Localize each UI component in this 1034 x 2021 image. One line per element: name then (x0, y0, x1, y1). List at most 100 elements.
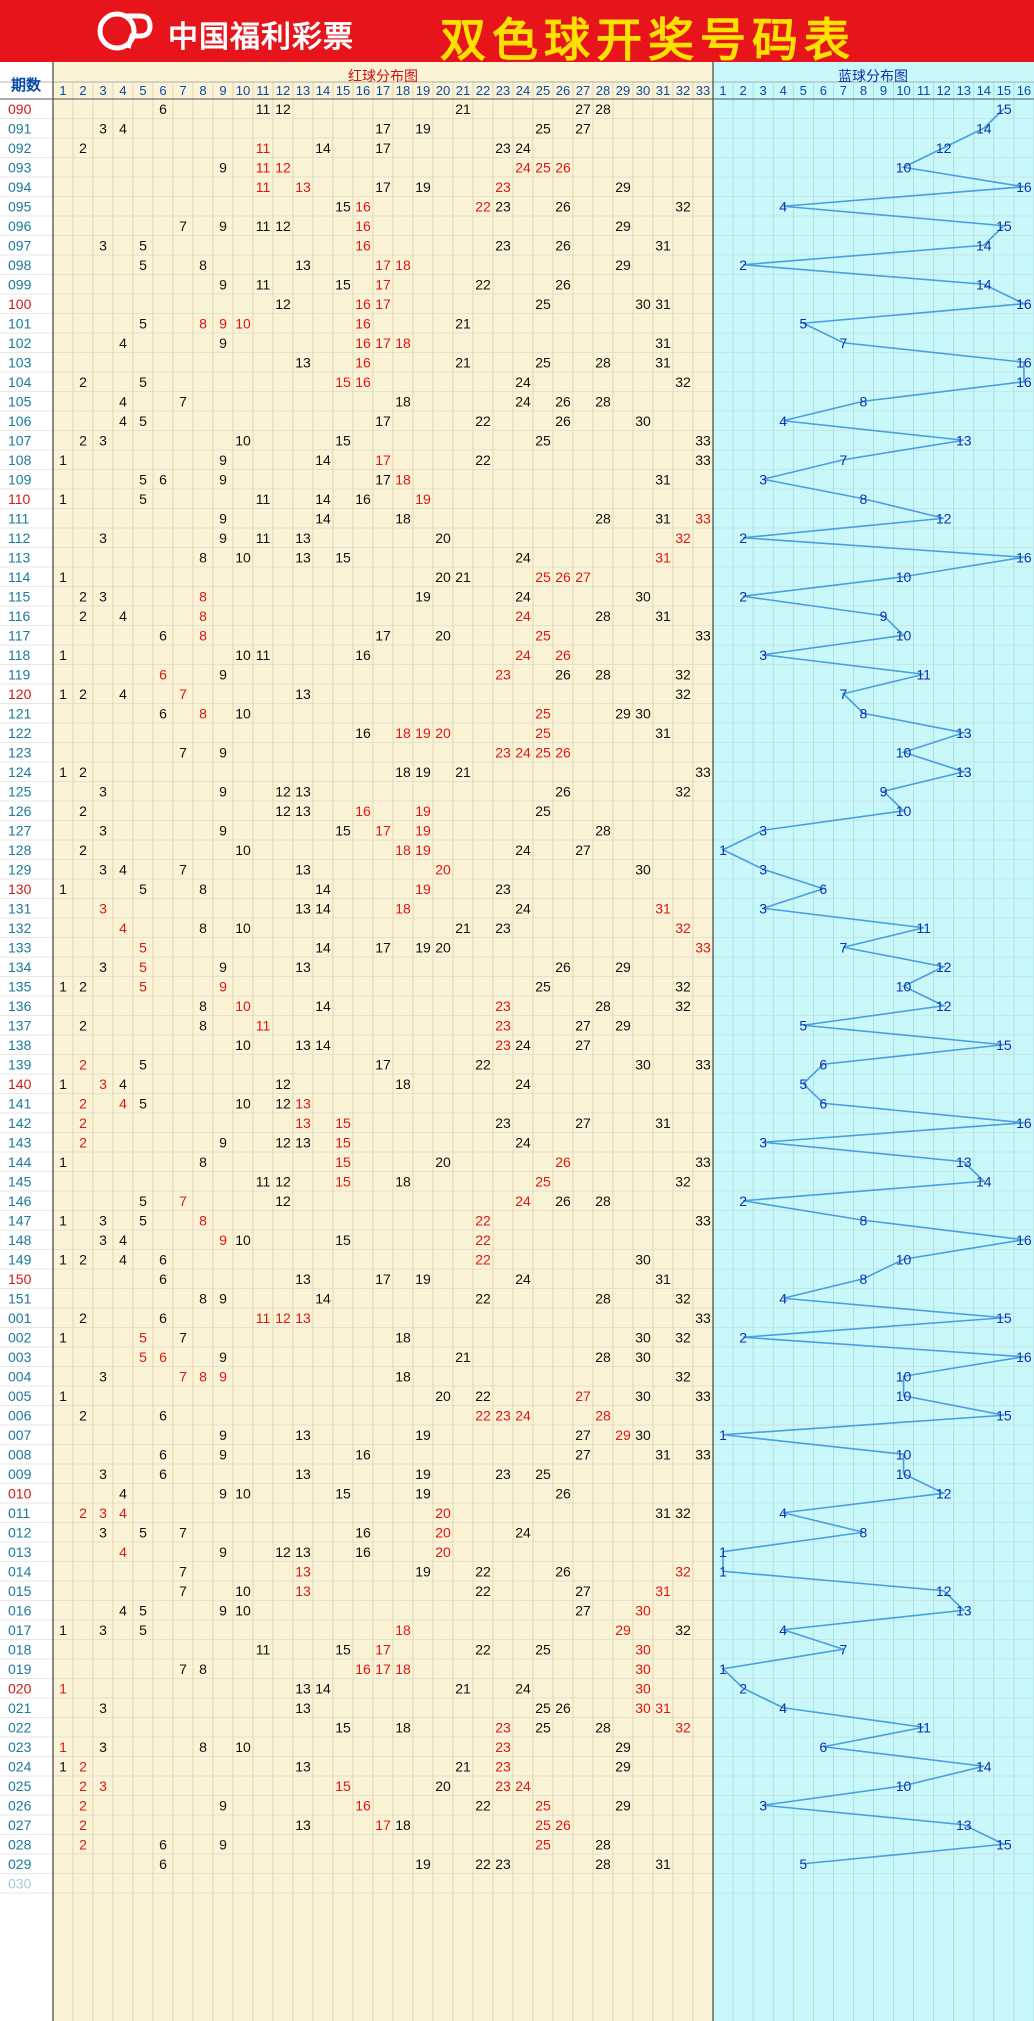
blue-ball-number: 6 (819, 1056, 827, 1072)
red-ball-number: 17 (375, 179, 391, 195)
blue-ball-number: 7 (839, 686, 847, 702)
red-ball-number: 15 (335, 1641, 351, 1657)
period-label: 100 (8, 296, 32, 312)
period-label: 027 (8, 1817, 32, 1833)
period-label: 116 (8, 608, 31, 624)
red-ball-number: 5 (139, 881, 147, 897)
red-ball-number: 23 (495, 1466, 511, 1482)
red-column-number: 1 (59, 83, 66, 98)
red-ball-number: 33 (695, 452, 711, 468)
blue-column-number: 7 (840, 83, 847, 98)
blue-ball-number: 3 (759, 861, 767, 877)
blue-ball-number: 13 (956, 1154, 972, 1170)
period-label: 115 (8, 588, 31, 604)
red-ball-number: 22 (475, 1583, 491, 1599)
red-ball-number: 25 (535, 296, 551, 312)
red-ball-number: 14 (315, 140, 331, 156)
red-ball-number: 23 (495, 1719, 511, 1735)
red-ball-number: 19 (415, 588, 431, 604)
red-ball-number: 20 (435, 1505, 451, 1521)
red-ball-number: 10 (235, 1095, 251, 1111)
red-ball-number: 12 (275, 1310, 291, 1326)
red-ball-number: 2 (79, 608, 87, 624)
red-ball-number: 2 (79, 588, 87, 604)
red-column-number: 27 (576, 83, 590, 98)
period-label: 138 (8, 1037, 32, 1053)
header-banner: 中国福利彩票 双色球开奖号码表 (0, 0, 1034, 62)
red-ball-number: 30 (635, 1388, 651, 1404)
red-ball-number: 23 (495, 140, 511, 156)
red-ball-number: 13 (295, 1271, 311, 1287)
red-ball-number: 24 (515, 1680, 531, 1696)
red-ball-number: 29 (615, 1758, 631, 1774)
red-ball-number: 15 (335, 276, 351, 292)
period-label: 102 (8, 335, 32, 351)
red-ball-number: 15 (335, 549, 351, 565)
red-ball-number: 16 (355, 354, 371, 370)
red-ball-number: 13 (295, 1115, 311, 1131)
blue-column-number: 9 (880, 83, 887, 98)
red-ball-number: 22 (475, 1407, 491, 1423)
red-ball-number: 14 (315, 452, 331, 468)
blue-column-number: 4 (780, 83, 787, 98)
period-label: 008 (8, 1446, 32, 1462)
red-ball-number: 29 (615, 1797, 631, 1813)
red-ball-number: 7 (179, 218, 187, 234)
red-ball-number: 16 (355, 725, 371, 741)
red-ball-number: 17 (375, 939, 391, 955)
red-ball-number: 28 (595, 1719, 611, 1735)
red-ball-number: 7 (179, 1524, 187, 1540)
red-ball-number: 12 (275, 1134, 291, 1150)
red-ball-number: 32 (675, 374, 691, 390)
red-ball-number: 19 (415, 1856, 431, 1872)
red-ball-number: 10 (235, 998, 251, 1014)
blue-ball-number: 4 (779, 413, 787, 429)
red-ball-number: 22 (475, 1856, 491, 1872)
red-ball-number: 7 (179, 861, 187, 877)
red-ball-number: 5 (139, 978, 147, 994)
blue-ball-number: 4 (779, 198, 787, 214)
period-label: 123 (8, 744, 32, 760)
red-ball-number: 5 (139, 1056, 147, 1072)
blue-ball-number: 1 (719, 1661, 727, 1677)
red-ball-number: 32 (675, 1719, 691, 1735)
red-ball-number: 33 (695, 939, 711, 955)
period-label: 006 (8, 1407, 32, 1423)
red-ball-number: 28 (595, 510, 611, 526)
red-ball-number: 30 (635, 1602, 651, 1618)
red-ball-number: 7 (179, 686, 187, 702)
period-label: 121 (8, 705, 32, 721)
red-ball-number: 9 (219, 1232, 227, 1248)
red-column-number: 14 (316, 83, 330, 98)
red-ball-number: 20 (435, 725, 451, 741)
red-ball-number: 7 (179, 1563, 187, 1579)
period-label: 132 (8, 920, 32, 936)
red-ball-number: 25 (535, 569, 551, 585)
red-ball-number: 11 (256, 179, 271, 195)
red-ball-number: 14 (315, 491, 331, 507)
blue-ball-number: 8 (860, 705, 868, 721)
red-ball-number: 20 (435, 939, 451, 955)
red-ball-number: 4 (119, 1544, 127, 1560)
red-ball-number: 14 (315, 1037, 331, 1053)
red-column-number: 23 (496, 83, 510, 98)
blue-ball-number: 9 (880, 608, 888, 624)
blue-ball-number: 12 (936, 1485, 952, 1501)
red-ball-number: 17 (375, 1641, 391, 1657)
blue-ball-number: 4 (779, 1290, 787, 1306)
red-ball-number: 17 (375, 1271, 391, 1287)
red-ball-number: 6 (159, 101, 167, 117)
red-ball-number: 8 (199, 920, 207, 936)
red-ball-number: 5 (139, 413, 147, 429)
red-ball-number: 13 (295, 1563, 311, 1579)
red-ball-number: 14 (315, 881, 331, 897)
red-ball-number: 5 (139, 1622, 147, 1638)
period-label: 026 (8, 1797, 32, 1813)
period-label: 103 (8, 354, 32, 370)
red-column-number: 2 (79, 83, 86, 98)
red-ball-number: 1 (59, 1154, 67, 1170)
red-ball-number: 17 (375, 1056, 391, 1072)
red-ball-number: 23 (495, 1778, 511, 1794)
red-ball-number: 21 (455, 920, 471, 936)
red-ball-number: 12 (275, 218, 291, 234)
